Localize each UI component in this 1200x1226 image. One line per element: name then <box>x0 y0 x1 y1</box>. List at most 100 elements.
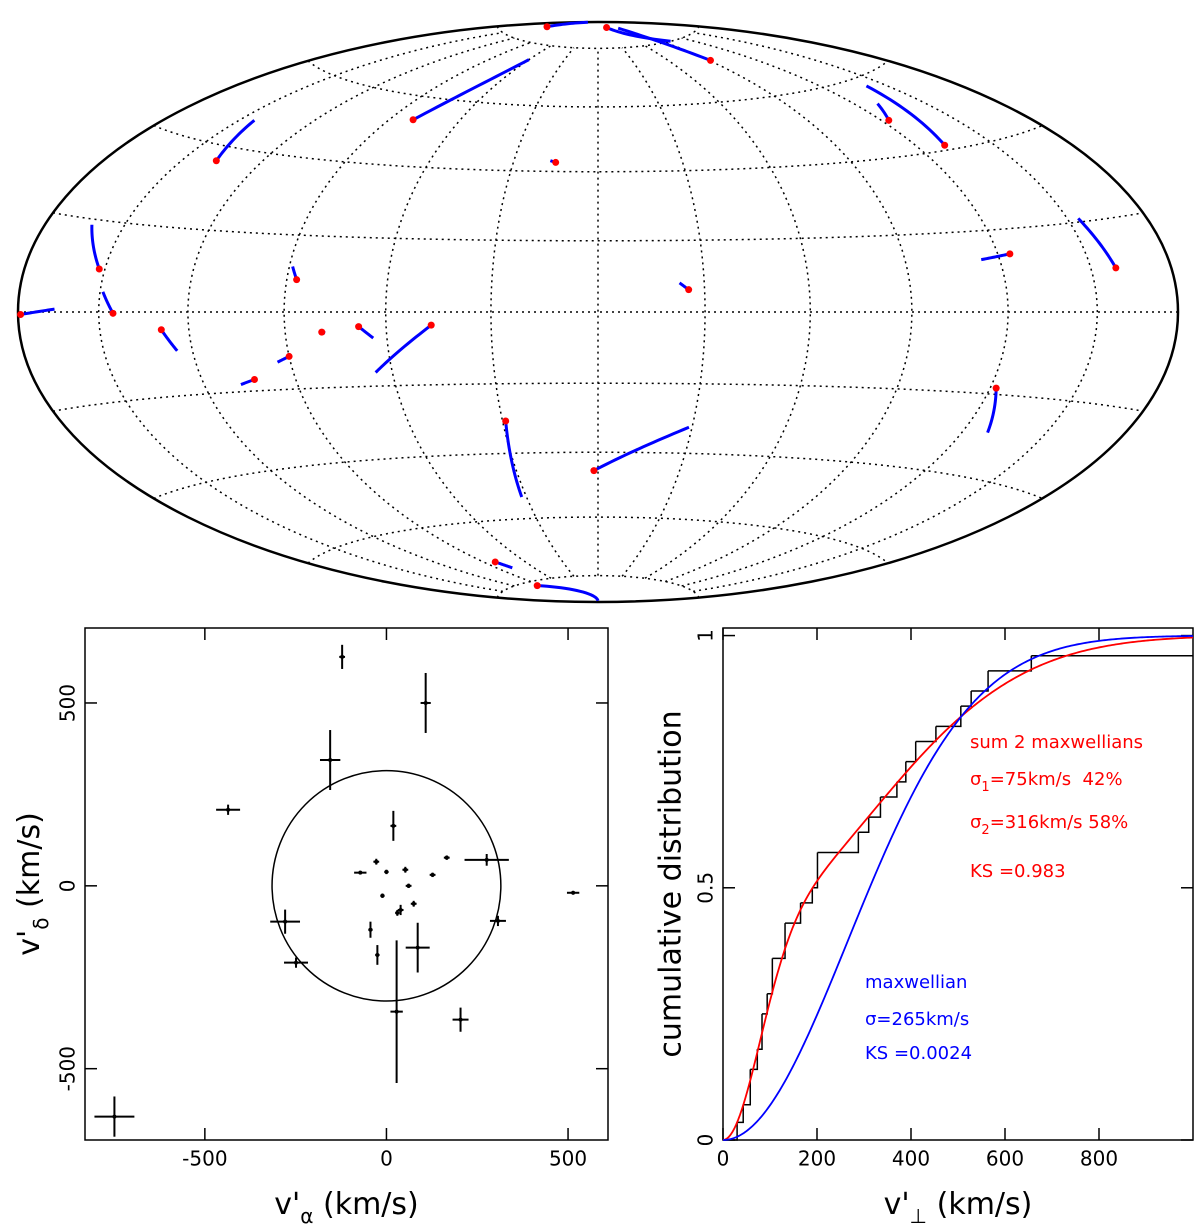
y-tick-label: 0 <box>56 879 80 892</box>
parallel <box>307 516 889 564</box>
point <box>495 918 500 923</box>
model-curve <box>722 635 1194 1141</box>
cdf-step <box>737 1104 744 1124</box>
x-axis-label-unit: (km/s) <box>313 1187 418 1222</box>
x-axis-label-base: v' <box>884 1187 910 1222</box>
x-tick-label: 200 <box>798 1147 836 1171</box>
point <box>395 910 400 915</box>
track-dot <box>318 328 326 336</box>
track-dot <box>543 23 551 31</box>
model-note: maxwellian <box>865 972 967 993</box>
track-dot <box>992 384 1000 392</box>
track-dot <box>427 321 435 329</box>
x-axis-label: v'⊥ (km/s) <box>884 1187 1033 1226</box>
y-axis-label-base: v' <box>12 930 47 956</box>
x-tick-label: -500 <box>182 1147 227 1171</box>
y-tick-label: 1 <box>694 629 718 642</box>
track-dot <box>355 323 363 331</box>
cdf-step <box>858 817 870 834</box>
meridian <box>384 45 552 579</box>
track <box>1077 217 1118 269</box>
cdf-step <box>817 832 860 854</box>
track-dot <box>706 56 714 64</box>
x-tick-label: 400 <box>892 1147 930 1171</box>
cdf-step <box>935 706 962 728</box>
cdf-step <box>960 691 972 707</box>
track <box>160 328 179 352</box>
point <box>294 960 299 965</box>
track <box>215 119 256 162</box>
point <box>391 823 396 828</box>
track-dot <box>17 311 25 319</box>
x-tick-label: 0 <box>717 1147 730 1171</box>
point <box>444 855 449 860</box>
point <box>358 870 363 875</box>
point <box>411 901 416 906</box>
point <box>406 883 411 888</box>
track-dot <box>590 467 598 475</box>
track <box>537 584 600 602</box>
point <box>375 952 380 957</box>
cdf-step <box>971 670 989 692</box>
point <box>112 1114 117 1119</box>
y-axis-label: v'δ (km/s) <box>12 812 53 956</box>
note-symbol: σ <box>970 812 981 833</box>
model-note: σ2=316km/s 58% <box>970 812 1128 838</box>
x-tick-label: 0 <box>380 1147 393 1171</box>
y-tick-label: 0 <box>694 1134 718 1147</box>
track-dot <box>157 326 165 334</box>
x-tick-label: 800 <box>1080 1147 1118 1171</box>
parallel <box>307 60 889 108</box>
x-axis-label-unit: (km/s) <box>927 1187 1032 1222</box>
parallel <box>153 124 1043 173</box>
point <box>283 919 288 924</box>
track <box>546 20 588 29</box>
track-dot <box>1006 250 1014 258</box>
track-dot <box>552 158 560 166</box>
point <box>430 872 435 877</box>
model-note: KS =0.983 <box>970 861 1066 882</box>
track <box>865 84 946 147</box>
point <box>458 1017 463 1022</box>
cdf-step <box>905 741 917 763</box>
track <box>20 307 55 316</box>
cdf-step <box>880 781 898 798</box>
x-axis-label-sub: ⊥ <box>910 1204 927 1226</box>
y-tick-label: 500 <box>56 684 80 722</box>
cdf-step <box>988 655 1033 672</box>
meridian <box>693 31 1099 593</box>
note-subscript: 2 <box>981 823 989 838</box>
meridian <box>621 47 706 577</box>
point <box>380 893 385 898</box>
cdf-step <box>772 923 786 960</box>
track-dot <box>533 582 541 590</box>
point <box>384 869 389 874</box>
parallel <box>496 574 700 598</box>
y-axis-label-unit: (km/s) <box>12 812 47 917</box>
model-note: KS =0.0024 <box>865 1043 972 1064</box>
cdf-frame <box>722 627 1194 1141</box>
track-dot <box>285 352 293 360</box>
track-dot <box>95 265 103 273</box>
track-dot <box>491 558 499 566</box>
meridian <box>97 31 503 593</box>
track <box>90 224 101 270</box>
meridian <box>681 37 1009 587</box>
point <box>423 700 428 705</box>
y-axis-label-sub: δ <box>29 918 53 930</box>
point <box>403 867 408 872</box>
x-tick-label: 500 <box>549 1147 587 1171</box>
parallel <box>52 382 1144 412</box>
model-note: σ=265km/s <box>865 1009 969 1030</box>
x-axis-label-sub: α <box>300 1204 313 1226</box>
cdf-step <box>762 993 768 1015</box>
cdf-step <box>812 852 819 889</box>
point <box>374 859 379 864</box>
x-tick-label: 600 <box>986 1147 1024 1171</box>
track <box>101 291 115 315</box>
track-dot <box>409 116 417 124</box>
x-axis-label-base: v' <box>274 1187 300 1222</box>
track <box>986 388 998 434</box>
